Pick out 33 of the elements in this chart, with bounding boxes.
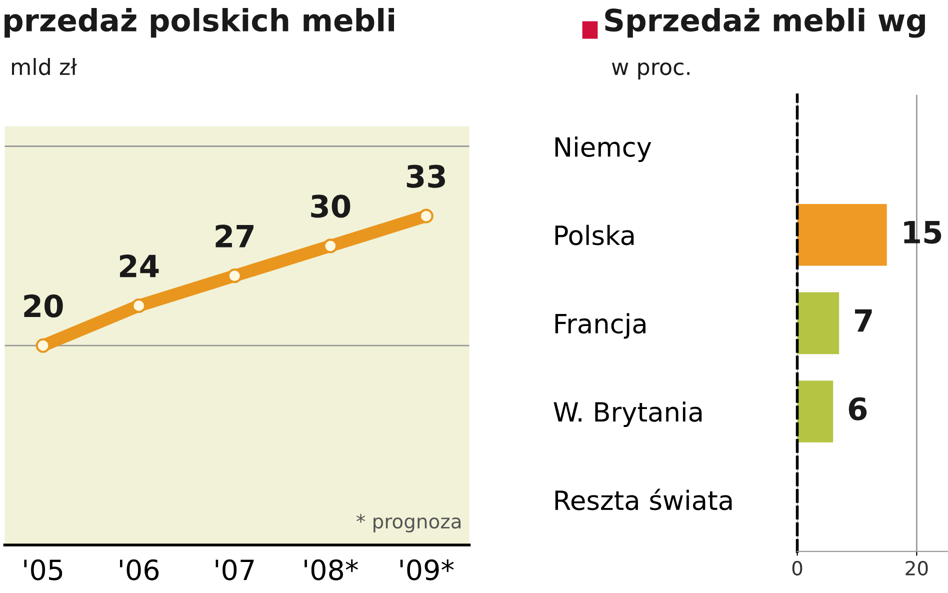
x-tick-label: 20: [906, 560, 928, 576]
point: [227, 268, 242, 284]
data-label: 20: [24, 294, 63, 318]
bar: [797, 292, 840, 354]
chart-title: przedaż polskich mebli: [4, 8, 394, 38]
chart-title: Sprzedaż mebli wg: [605, 8, 925, 38]
annotation: * prognoza: [356, 514, 461, 532]
y-tick-label: Niemcy: [555, 136, 652, 162]
point: [36, 338, 50, 353]
y-tick-label: W. Brytania: [554, 401, 702, 428]
bar: [797, 204, 887, 266]
point: [323, 238, 338, 254]
data-label: 27: [216, 224, 254, 248]
data-label: 7: [855, 309, 872, 332]
x-tick-label: 0: [792, 560, 802, 576]
x-tick-label: '09*: [400, 559, 454, 580]
data-label: 30: [311, 194, 350, 218]
x-tick-label: '05: [24, 559, 62, 580]
data-label: 33: [406, 164, 445, 188]
data-label: 6: [848, 397, 867, 420]
data-label: 15: [904, 221, 942, 244]
x-tick-label: '07: [216, 559, 254, 580]
y-tick-label: Polska: [555, 224, 634, 246]
bar: [797, 380, 834, 442]
chart-subtitle: mld zł: [12, 58, 77, 76]
y-tick-label: Francja: [555, 313, 646, 339]
point: [132, 298, 146, 314]
x-tick-label: '08*: [304, 559, 358, 580]
y-tick-label: Reszta świata: [555, 488, 732, 510]
point: [418, 208, 434, 224]
x-tick-label: '06: [120, 559, 159, 580]
data-label: 24: [120, 254, 159, 278]
chart-subtitle: w proc.: [612, 62, 690, 80]
